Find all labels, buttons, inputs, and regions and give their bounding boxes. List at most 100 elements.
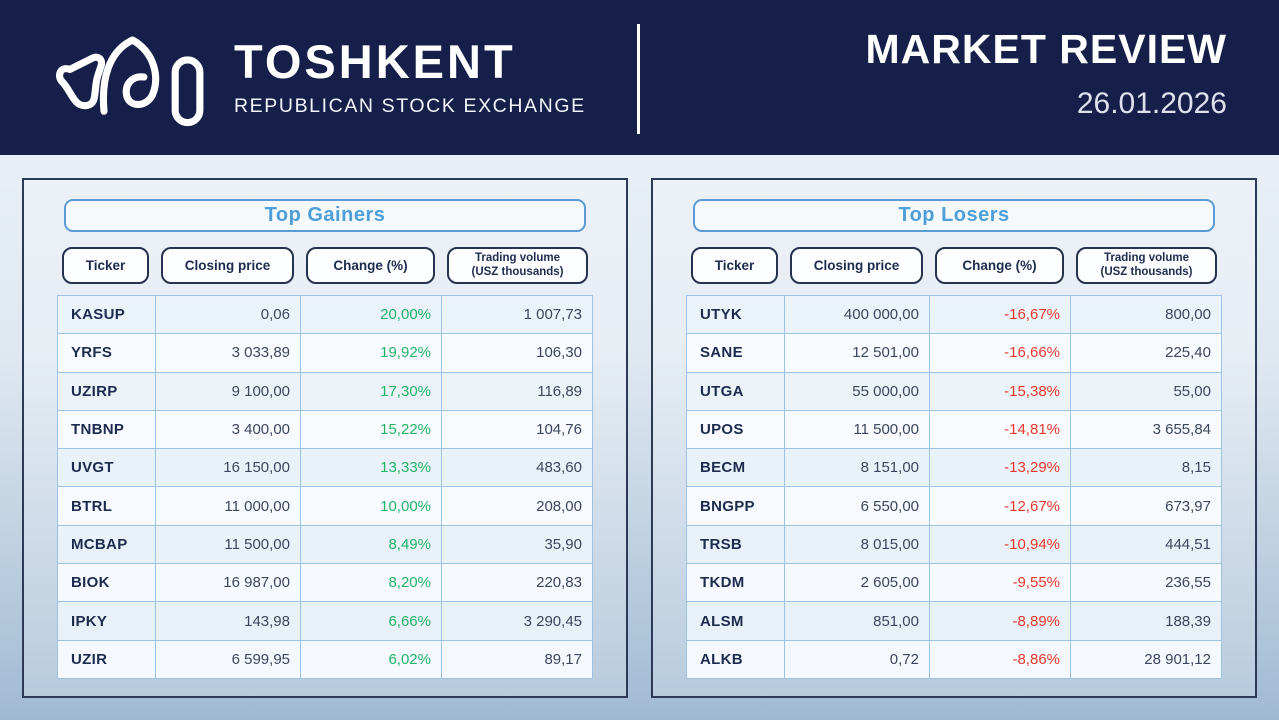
- ticker-cell: YRFS: [58, 334, 156, 372]
- header-banner: TOSHKENT REPUBLICAN STOCK EXCHANGE MARKE…: [0, 0, 1279, 155]
- change-cell: 19,92%: [301, 334, 442, 372]
- top-losers-table: UTYK 400 000,00 -16,67% 800,00 SANE 12 501,00…: [686, 295, 1222, 679]
- ticker-cell: UTGA: [687, 372, 785, 410]
- ticker-cell: UZIR: [58, 640, 156, 678]
- top-gainers-panel: Top Gainers Ticker Closing price Change …: [22, 178, 628, 698]
- volume-cell: 106,30: [536, 344, 582, 362]
- table-row: ALKB 0,72 -8,86% 28 901,12: [687, 640, 1221, 678]
- closing-price-cell: 0,06: [156, 296, 301, 334]
- ticker-cell: BNGPP: [687, 487, 785, 525]
- ticker-cell: BIOK: [58, 564, 156, 602]
- top-gainers-title: Top Gainers: [64, 199, 586, 232]
- change-cell: 8,20%: [301, 564, 442, 602]
- change-cell: 6,66%: [301, 602, 442, 640]
- closing-price-cell: 11 500,00: [785, 410, 930, 449]
- brand-text-block: TOSHKENT REPUBLICAN STOCK EXCHANGE: [234, 37, 586, 117]
- closing-price-cell: 55 000,00: [785, 372, 930, 410]
- change-cell: 13,33%: [301, 449, 442, 487]
- ticker-cell: UVGT: [58, 449, 156, 487]
- volume-cell: 220,83: [536, 574, 582, 592]
- table-row: TRSB 8 015,00 -10,94% 444,51: [687, 525, 1221, 565]
- losers-column-headers: Ticker Closing price Change (%) Trading …: [691, 247, 1217, 284]
- volume-cell: 1 007,73: [523, 306, 582, 324]
- column-header-trading-volume: Trading volume (USZ thousands): [1076, 247, 1217, 284]
- ticker-cell: SANE: [687, 334, 785, 372]
- change-cell: 10,00%: [301, 487, 442, 525]
- table-row: YRFS 3 033,89 19,92% 106,30: [58, 334, 592, 373]
- header-divider: [637, 24, 640, 134]
- volume-cell: 188,39: [1165, 612, 1211, 630]
- ticker-cell: TRSB: [687, 525, 785, 564]
- volume-cell: 35,90: [544, 535, 582, 553]
- table-row: UPOS 11 500,00 -14,81% 3 655,84: [687, 410, 1221, 450]
- column-header-change: Change (%): [935, 247, 1064, 284]
- volume-cell: 8,15: [1181, 459, 1211, 477]
- change-cell: -8,86%: [930, 640, 1071, 678]
- toshkent-exchange-logo-icon: [48, 22, 216, 134]
- volume-cell: 3 290,45: [523, 612, 582, 630]
- closing-price-cell: 851,00: [785, 602, 930, 640]
- column-header-closing-price: Closing price: [161, 247, 294, 284]
- closing-price-cell: 8 151,00: [785, 449, 930, 487]
- closing-price-cell: 3 033,89: [156, 334, 301, 372]
- column-header-closing-price: Closing price: [790, 247, 923, 284]
- closing-price-cell: 6 550,00: [785, 487, 930, 525]
- report-title: MARKET REVIEW: [865, 26, 1227, 72]
- closing-price-cell: 0,72: [785, 640, 930, 678]
- table-row: BTRL 11 000,00 10,00% 208,00: [58, 487, 592, 526]
- volume-cell: 116,89: [537, 382, 582, 400]
- change-cell: -16,66%: [930, 334, 1071, 372]
- ticker-cell: UPOS: [687, 410, 785, 449]
- closing-price-cell: 11 000,00: [156, 487, 301, 525]
- volume-cell: 3 655,84: [1152, 421, 1211, 439]
- ticker-cell: BTRL: [58, 487, 156, 525]
- ticker-cell: UZIRP: [58, 372, 156, 410]
- table-row: BIOK 16 987,00 8,20% 220,83: [58, 564, 592, 603]
- column-header-trading-volume: Trading volume (USZ thousands): [447, 247, 588, 284]
- closing-price-cell: 16 987,00: [156, 564, 301, 602]
- table-row: MCBAP 11 500,00 8,49% 35,90: [58, 525, 592, 565]
- table-row: BNGPP 6 550,00 -12,67% 673,97: [687, 487, 1221, 526]
- change-cell: 17,30%: [301, 372, 442, 410]
- closing-price-cell: 400 000,00: [785, 296, 930, 334]
- change-cell: -15,38%: [930, 372, 1071, 410]
- column-header-ticker: Ticker: [691, 247, 778, 284]
- closing-price-cell: 2 605,00: [785, 564, 930, 602]
- volume-cell: 55,00: [1173, 382, 1211, 400]
- table-row: SANE 12 501,00 -16,66% 225,40: [687, 334, 1221, 373]
- change-cell: -14,81%: [930, 410, 1071, 449]
- change-cell: -12,67%: [930, 487, 1071, 525]
- closing-price-cell: 9 100,00: [156, 372, 301, 410]
- volume-cell: 483,60: [536, 459, 582, 477]
- top-gainers-table: KASUP 0,06 20,00% 1 007,73 YRFS 3 033,89 19,92…: [57, 295, 593, 679]
- change-cell: 15,22%: [301, 410, 442, 449]
- change-cell: -10,94%: [930, 525, 1071, 564]
- volume-cell: 104,76: [536, 421, 582, 439]
- volume-header-line1: Trading volume: [475, 252, 560, 265]
- gainers-column-headers: Ticker Closing price Change (%) Trading …: [62, 247, 588, 284]
- ticker-cell: IPKY: [58, 602, 156, 640]
- change-cell: -16,67%: [930, 296, 1071, 334]
- closing-price-cell: 143,98: [156, 602, 301, 640]
- volume-cell: 89,17: [544, 650, 582, 668]
- volume-cell: 800,00: [1165, 306, 1211, 324]
- volume-cell: 673,97: [1165, 497, 1211, 515]
- change-cell: 6,02%: [301, 640, 442, 678]
- volume-cell: 28 901,12: [1144, 650, 1211, 668]
- report-date: 26.01.2026: [1076, 87, 1227, 120]
- table-row: IPKY 143,98 6,66% 3 290,45: [58, 602, 592, 641]
- table-row: KASUP 0,06 20,00% 1 007,73: [58, 296, 592, 335]
- ticker-cell: KASUP: [58, 296, 156, 334]
- column-header-change: Change (%): [306, 247, 435, 284]
- table-row: UTGA 55 000,00 -15,38% 55,00: [687, 372, 1221, 411]
- closing-price-cell: 8 015,00: [785, 525, 930, 564]
- volume-header-line1: Trading volume: [1104, 252, 1189, 265]
- change-cell: -13,29%: [930, 449, 1071, 487]
- volume-header-line2: (USZ thousands): [1100, 265, 1193, 278]
- ticker-cell: TKDM: [687, 564, 785, 602]
- table-row: UVGT 16 150,00 13,33% 483,60: [58, 449, 592, 488]
- closing-price-cell: 6 599,95: [156, 640, 301, 678]
- closing-price-cell: 16 150,00: [156, 449, 301, 487]
- ticker-cell: ALKB: [687, 640, 785, 678]
